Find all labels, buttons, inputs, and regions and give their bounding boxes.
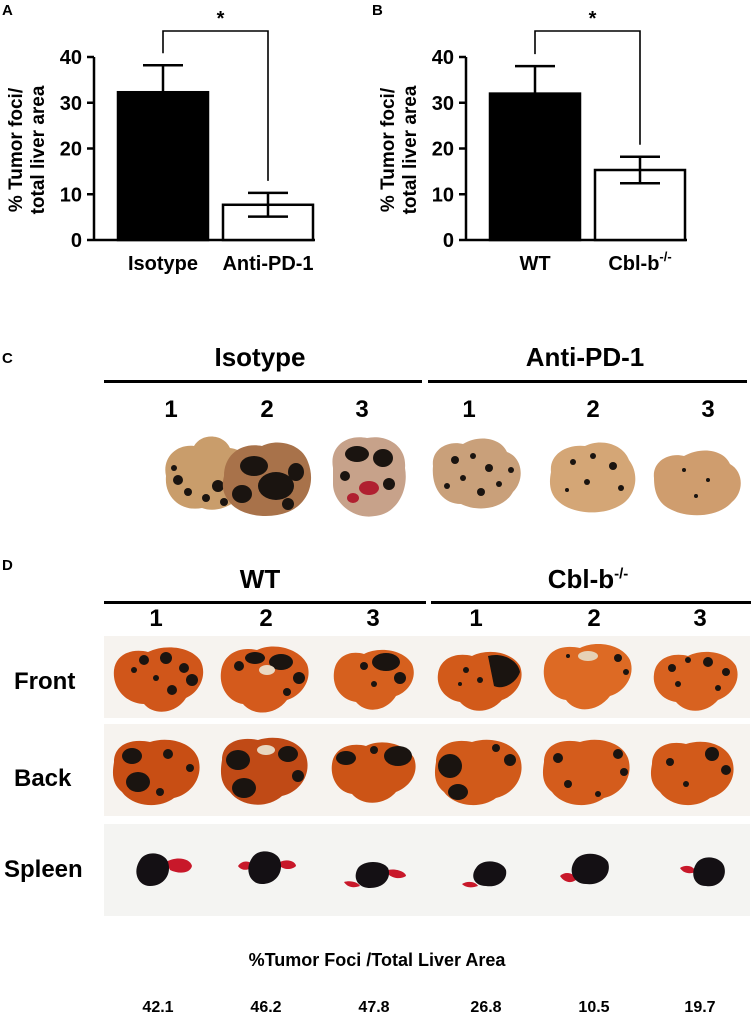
row-label-back: Back (14, 765, 72, 792)
footer-value: 46.2 (250, 999, 282, 1016)
chart-a-category-label: Anti-PD-1 (222, 253, 313, 275)
chart-a-y-tick-label: 20 (60, 139, 82, 161)
panel-d-rule-left (104, 601, 426, 604)
chart-a-y-tick-label: 0 (71, 230, 82, 252)
spleen-photo (238, 851, 296, 884)
panel-label-d: D (2, 557, 13, 574)
chart-b-significance-bracket (534, 30, 641, 145)
liver-photo (220, 737, 308, 805)
liver-photo (333, 649, 414, 710)
chart-b-bar (488, 92, 582, 242)
panel-d-sample-number: 3 (693, 605, 707, 632)
photo-strip-front (104, 636, 750, 718)
footer-value: 42.1 (142, 999, 174, 1016)
panel-c-sample-number: 1 (164, 396, 178, 423)
panel-c-sample-number: 2 (260, 396, 274, 423)
liver-photo (222, 442, 312, 516)
row-label-spleen: Spleen (4, 856, 83, 883)
chart-a-y-tick-label: 10 (60, 184, 82, 206)
chart-b-y-tick-label: 10 (432, 184, 454, 206)
chart-b-y-tick-label: 30 (432, 93, 454, 115)
panel-c-sample-number: 1 (462, 396, 476, 423)
liver-photo (432, 438, 521, 509)
chart-a-y-axis-label: % Tumor foci/total liver area (6, 85, 49, 214)
panel-d-group-title-cblb-sup: -/- (614, 565, 629, 583)
chart-b-y-tick-label: 40 (432, 47, 454, 69)
liver-photo (653, 450, 741, 516)
panel-c-sample-number: 2 (586, 396, 600, 423)
footer-value: 26.8 (470, 999, 502, 1016)
chart-a-y-tick-label: 30 (60, 93, 82, 115)
footer-value: 47.8 (358, 999, 390, 1016)
panel-c-rule-right (428, 380, 747, 383)
footer-value: 19.7 (684, 999, 716, 1016)
liver-photo (331, 742, 416, 803)
panel-label-c: C (2, 350, 13, 367)
liver-photo (653, 651, 738, 711)
row-label-front: Front (14, 668, 76, 695)
spleen-photo (560, 853, 609, 885)
liver-photo (549, 442, 636, 513)
chart-b-y-axis-label: % Tumor foci/total liver area (378, 85, 421, 214)
panel-d-group-title-cblb: Cbl-b-/- (428, 564, 748, 595)
chart-b-significance-star: * (589, 8, 597, 30)
photo-strip-back (104, 724, 750, 816)
chart-b-y-tick-label: 0 (443, 230, 454, 252)
photo-strip-spleen (104, 824, 750, 916)
bar-chart-a: 0 10 20 30 40 % Tumor foci/total liver area Is… (6, 8, 315, 275)
panel-d-sample-number: 2 (587, 605, 601, 632)
chart-a-bar (116, 90, 210, 242)
footer-title: %Tumor Foci /Total Liver Area (248, 950, 506, 970)
panel-c-rule-left (104, 380, 422, 383)
chart-a-significance-bracket (162, 30, 269, 181)
chart-a-significance-star: * (217, 8, 225, 30)
bar-chart-b: 0 10 20 30 40 % Tumor foci/total liver area WT… (378, 8, 687, 275)
chart-a-category-label: Isotype (128, 253, 198, 275)
panel-c-sample-number: 3 (355, 396, 369, 423)
panel-d-sample-number: 2 (259, 605, 273, 632)
panel-d-sample-number: 1 (149, 605, 163, 632)
liver-photo (113, 647, 204, 712)
liver-photo (220, 646, 309, 713)
panel-c-group-title-antipd1: Anti-PD-1 (525, 342, 645, 372)
liver-photo (650, 741, 734, 806)
panel-d-group-title-cblb-text: Cbl-b (547, 564, 615, 594)
footer-value: 10.5 (578, 999, 610, 1016)
liver-photo (112, 739, 200, 806)
panel-d-rule-right (431, 601, 751, 604)
liver-photo (434, 739, 522, 806)
panel-label-b: B (372, 2, 383, 19)
panel-c-group-title-isotype: Isotype (214, 342, 306, 372)
panel-d-group-title-wt: WT (239, 564, 281, 594)
chart-b-category-label: Cbl-b-/- (608, 249, 671, 275)
spleen-photo (680, 857, 725, 887)
panel-c-sample-number: 3 (701, 396, 715, 423)
spleen-photo (136, 853, 192, 886)
panel-d-sample-number: 3 (366, 605, 380, 632)
chart-b-category-label: WT (519, 253, 550, 275)
liver-photo (543, 644, 632, 710)
panel-d-sample-number: 1 (469, 605, 483, 632)
chart-a-y-tick-label: 40 (60, 47, 82, 69)
spleen-photo (462, 861, 507, 888)
spleen-photo (344, 862, 406, 888)
chart-b-y-tick-label: 20 (432, 139, 454, 161)
liver-photo (542, 739, 630, 806)
liver-photo (437, 651, 522, 711)
panel-label-a: A (2, 2, 13, 19)
liver-photo (332, 437, 406, 517)
